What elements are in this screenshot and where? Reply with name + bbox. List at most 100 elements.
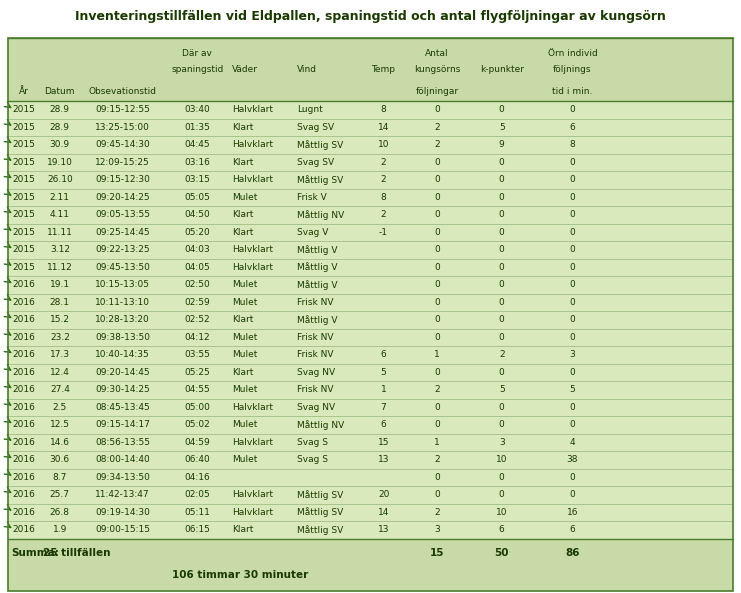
Text: Klart: Klart xyxy=(232,228,253,237)
Text: 2015: 2015 xyxy=(13,158,36,167)
Text: 0: 0 xyxy=(499,403,505,412)
Text: 10:15-13:05: 10:15-13:05 xyxy=(95,280,150,289)
Bar xyxy=(8,468,733,486)
Bar xyxy=(8,521,733,538)
Text: Väder: Väder xyxy=(232,65,258,74)
Text: 0: 0 xyxy=(570,298,575,307)
Text: 2.11: 2.11 xyxy=(50,193,70,202)
Text: Måttlig SV: Måttlig SV xyxy=(297,525,344,535)
Text: 10: 10 xyxy=(378,141,389,149)
Text: Måttlig V: Måttlig V xyxy=(297,262,338,272)
Text: 0: 0 xyxy=(570,228,575,237)
Bar xyxy=(8,329,733,346)
Text: 1: 1 xyxy=(381,385,386,394)
Text: 0: 0 xyxy=(434,333,440,342)
Text: 5: 5 xyxy=(499,123,505,132)
Text: 2: 2 xyxy=(434,141,440,149)
Text: 08:56-13:55: 08:56-13:55 xyxy=(95,438,150,447)
Text: 0: 0 xyxy=(570,420,575,429)
Text: 02:50: 02:50 xyxy=(185,280,210,289)
Text: 9: 9 xyxy=(499,141,505,149)
Text: 2016: 2016 xyxy=(13,368,36,377)
Text: 2: 2 xyxy=(434,455,440,464)
Text: 0: 0 xyxy=(570,193,575,202)
Text: Örn individ: Örn individ xyxy=(548,49,597,58)
Text: 14.6: 14.6 xyxy=(50,438,70,447)
Text: Halvklart: Halvklart xyxy=(232,508,273,517)
Text: 30.6: 30.6 xyxy=(50,455,70,464)
Text: 3: 3 xyxy=(570,350,575,359)
Text: 01:35: 01:35 xyxy=(185,123,210,132)
Text: Klart: Klart xyxy=(232,158,253,167)
Text: 0: 0 xyxy=(499,105,505,114)
Text: 0: 0 xyxy=(499,228,505,237)
Text: 0: 0 xyxy=(434,473,440,482)
Text: 08:00-14:40: 08:00-14:40 xyxy=(95,455,150,464)
Text: 09:25-14:45: 09:25-14:45 xyxy=(96,228,150,237)
Text: 05:00: 05:00 xyxy=(185,403,210,412)
Bar xyxy=(8,38,733,101)
Text: Temp: Temp xyxy=(371,65,396,74)
Text: 0: 0 xyxy=(434,158,440,167)
Text: 6: 6 xyxy=(381,420,386,429)
Text: 2: 2 xyxy=(434,385,440,394)
Text: Klart: Klart xyxy=(232,525,253,534)
Text: 2015: 2015 xyxy=(13,123,36,132)
Text: 15: 15 xyxy=(430,549,445,559)
Text: 09:15-12:55: 09:15-12:55 xyxy=(95,105,150,114)
Text: 2016: 2016 xyxy=(13,333,36,342)
Text: 03:16: 03:16 xyxy=(185,158,210,167)
Text: 28.9: 28.9 xyxy=(50,123,70,132)
Text: 0: 0 xyxy=(499,158,505,167)
Text: Halvklart: Halvklart xyxy=(232,403,273,412)
Bar xyxy=(8,381,733,398)
Text: Måttlig V: Måttlig V xyxy=(297,280,338,290)
Text: 06:40: 06:40 xyxy=(185,455,210,464)
Text: Svag NV: Svag NV xyxy=(297,403,336,412)
Text: 02:59: 02:59 xyxy=(185,298,210,307)
Text: 16: 16 xyxy=(567,508,578,517)
Bar xyxy=(8,189,733,206)
Text: 2016: 2016 xyxy=(13,350,36,359)
Text: 13: 13 xyxy=(378,525,389,534)
Text: 30.9: 30.9 xyxy=(50,141,70,149)
Text: 09:22-13:25: 09:22-13:25 xyxy=(96,246,150,254)
Text: följnings: följnings xyxy=(554,65,591,74)
Text: 50: 50 xyxy=(494,549,509,559)
Text: 13:25-15:00: 13:25-15:00 xyxy=(95,123,150,132)
Text: tid i min.: tid i min. xyxy=(552,87,593,96)
Text: 0: 0 xyxy=(570,211,575,219)
Text: 11.11: 11.11 xyxy=(47,228,73,237)
Text: Svag S: Svag S xyxy=(297,455,328,464)
Text: 20: 20 xyxy=(378,490,389,499)
Text: 0: 0 xyxy=(570,176,575,184)
Text: 0: 0 xyxy=(434,228,440,237)
Text: 2: 2 xyxy=(381,176,386,184)
Text: Mulet: Mulet xyxy=(232,193,258,202)
Text: 2015: 2015 xyxy=(13,263,36,272)
Text: 05:05: 05:05 xyxy=(185,193,210,202)
Text: 2016: 2016 xyxy=(13,455,36,464)
Text: 04:59: 04:59 xyxy=(185,438,210,447)
Text: 19.1: 19.1 xyxy=(50,280,70,289)
Text: Måttlig V: Måttlig V xyxy=(297,245,338,254)
Text: Mulet: Mulet xyxy=(232,455,258,464)
Text: Frisk NV: Frisk NV xyxy=(297,333,334,342)
Text: 14: 14 xyxy=(378,123,389,132)
Text: 2: 2 xyxy=(434,123,440,132)
Text: spaningstid: spaningstid xyxy=(171,65,224,74)
Text: 0: 0 xyxy=(499,420,505,429)
Text: följningar: följningar xyxy=(416,87,459,96)
Text: -1: -1 xyxy=(379,228,388,237)
Bar xyxy=(8,503,733,521)
Text: 09:34-13:50: 09:34-13:50 xyxy=(95,473,150,482)
Text: 09:38-13:50: 09:38-13:50 xyxy=(95,333,150,342)
Text: 09:19-14:30: 09:19-14:30 xyxy=(95,508,150,517)
Text: 05:20: 05:20 xyxy=(185,228,210,237)
Text: 03:55: 03:55 xyxy=(185,350,210,359)
Text: 0: 0 xyxy=(434,193,440,202)
Text: 04:12: 04:12 xyxy=(185,333,210,342)
Text: 2016: 2016 xyxy=(13,280,36,289)
Text: 6: 6 xyxy=(570,123,575,132)
Text: Måttlig SV: Måttlig SV xyxy=(297,175,344,184)
